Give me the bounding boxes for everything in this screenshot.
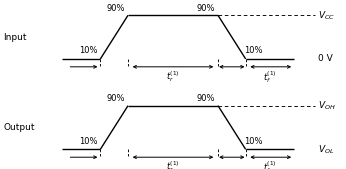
Text: 0 V: 0 V (318, 54, 333, 63)
Text: $t_f^{(1)}$: $t_f^{(1)}$ (263, 69, 277, 84)
Text: 10%: 10% (244, 137, 262, 146)
Text: $V_{OL}$: $V_{OL}$ (318, 143, 335, 156)
Text: 10%: 10% (79, 46, 98, 55)
Text: $V_{OH}$: $V_{OH}$ (318, 99, 336, 112)
Text: Input: Input (3, 33, 27, 42)
Text: $t_r^{(1)}$: $t_r^{(1)}$ (166, 69, 180, 84)
Text: 90%: 90% (107, 94, 125, 103)
Text: 90%: 90% (197, 4, 215, 13)
Text: 10%: 10% (79, 137, 98, 146)
Text: Output: Output (3, 123, 35, 132)
Text: 90%: 90% (197, 94, 215, 103)
Text: $t_f^{(1)}$: $t_f^{(1)}$ (263, 159, 277, 169)
Text: $V_{CC}$: $V_{CC}$ (318, 9, 335, 21)
Text: 90%: 90% (107, 4, 125, 13)
Text: 10%: 10% (244, 46, 262, 55)
Text: $t_r^{(1)}$: $t_r^{(1)}$ (166, 159, 180, 169)
